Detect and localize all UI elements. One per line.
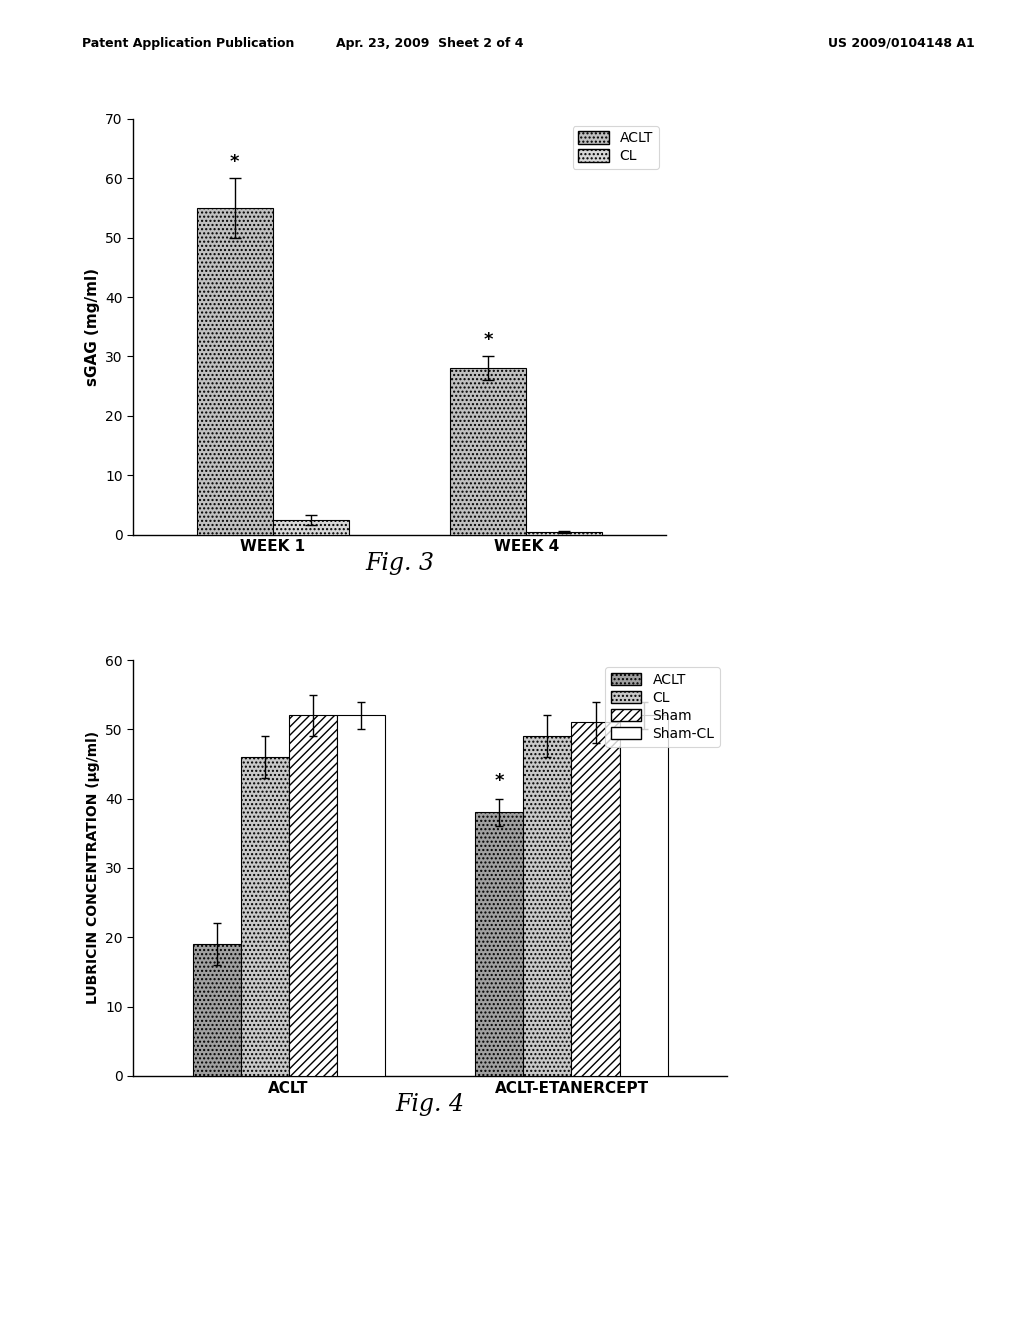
Y-axis label: sGAG (mg/ml): sGAG (mg/ml) (85, 268, 99, 385)
Text: Apr. 23, 2009  Sheet 2 of 4: Apr. 23, 2009 Sheet 2 of 4 (336, 37, 524, 50)
Text: Patent Application Publication: Patent Application Publication (82, 37, 294, 50)
Bar (193, 944, 241, 1076)
Text: US 2009/0104148 A1: US 2009/0104148 A1 (827, 37, 975, 50)
Bar (475, 813, 523, 1076)
Bar (571, 722, 620, 1076)
Legend: ACLT, CL: ACLT, CL (572, 125, 658, 169)
Text: Fig. 4: Fig. 4 (395, 1093, 465, 1115)
Bar (451, 368, 526, 535)
Bar (289, 715, 337, 1076)
Bar (620, 715, 668, 1076)
Bar (197, 209, 272, 535)
Text: Fig. 3: Fig. 3 (365, 552, 434, 574)
Text: *: * (495, 772, 504, 791)
Legend: ACLT, CL, Sham, Sham-CL: ACLT, CL, Sham, Sham-CL (605, 667, 720, 747)
Bar (241, 758, 289, 1076)
Text: *: * (483, 331, 493, 350)
Y-axis label: LUBRICIN CONCENTRATION (μg/ml): LUBRICIN CONCENTRATION (μg/ml) (86, 731, 99, 1005)
Text: *: * (229, 153, 240, 172)
Bar (523, 737, 571, 1076)
Bar (272, 520, 348, 535)
Bar (337, 715, 385, 1076)
Bar (526, 532, 602, 535)
